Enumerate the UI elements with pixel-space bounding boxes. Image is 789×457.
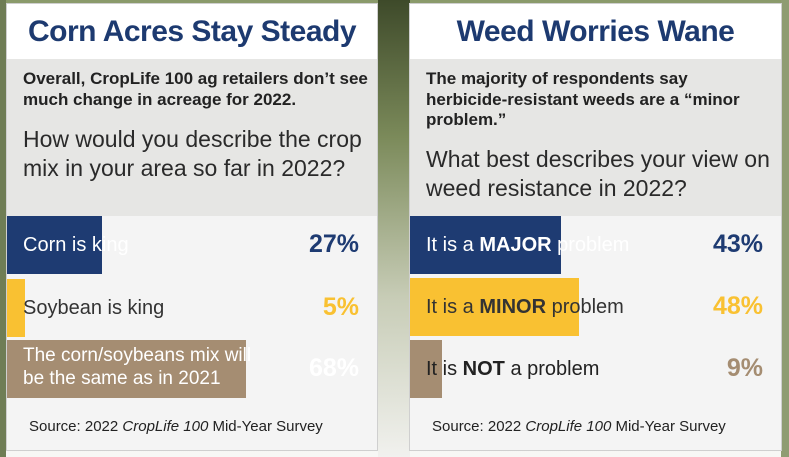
bar-label: It is a MINOR problem <box>426 296 624 318</box>
panel-title-bar: Weed Worries Wane <box>410 4 781 59</box>
bar-row-major: It is a MAJOR problem 43% <box>410 216 781 274</box>
bar-row-soybean: Soybean is king 5% <box>7 279 377 337</box>
bar-value-label: 9% <box>726 354 763 382</box>
bar-minor-problem <box>410 278 579 336</box>
bar-label: It is NOT a problem <box>426 358 600 380</box>
survey-question: How would you describe the crop mix in y… <box>23 126 362 182</box>
source-note: Source: 2022 CropLife 100 Mid-Year Surve… <box>29 418 323 435</box>
bar-value-label: 5% <box>322 293 359 321</box>
panel-title-bar: Corn Acres Stay Steady <box>7 4 377 59</box>
background-strip-left <box>0 0 6 457</box>
background-strip-right <box>781 0 789 457</box>
bar-same-mix <box>7 340 246 398</box>
intro-area: Overall, CropLife 100 ag retailers don’t… <box>7 59 377 216</box>
survey-question: What best describes your view on weed re… <box>426 146 770 202</box>
chart-title: Corn Acres Stay Steady <box>27 15 357 48</box>
bar-corn-is-king <box>7 216 102 274</box>
chart-subtitle: Overall, CropLife 100 ag retailers don’t… <box>23 69 368 109</box>
source-note: Source: 2022 CropLife 100 Mid-Year Surve… <box>432 418 726 435</box>
bar-row-same-mix: The corn/soybeans mix will be the same a… <box>7 340 377 398</box>
bar-soybean-is-king <box>7 279 25 337</box>
chart-subtitle: The majority of respondents say herbicid… <box>426 69 740 130</box>
bar-value-label: 43% <box>712 230 763 258</box>
bar-label: Soybean is king <box>23 297 165 319</box>
bar-label: The corn/soybeans mix will be the same a… <box>23 345 252 389</box>
background-strip-middle <box>378 0 410 457</box>
bar-label: Corn is king <box>23 234 129 256</box>
bar-row-minor: It is a MINOR problem 48% <box>410 278 781 336</box>
bar-value-label: 68% <box>308 354 359 382</box>
weed-worries-panel: Weed Worries Wane The majority of respon… <box>409 3 782 451</box>
bar-not-a-problem <box>410 340 442 398</box>
bar-value-label: 27% <box>308 230 359 258</box>
intro-area: The majority of respondents say herbicid… <box>410 59 781 216</box>
bar-row-not: It is NOT a problem 9% <box>410 340 781 398</box>
bar-row-corn: Corn is king 27% <box>7 216 377 274</box>
chart-title: Weed Worries Wane <box>456 15 735 48</box>
bar-major-problem <box>410 216 561 274</box>
bar-label: It is a MAJOR problem <box>426 234 630 256</box>
corn-acres-panel: Corn Acres Stay Steady Overall, CropLife… <box>6 3 378 451</box>
bar-value-label: 48% <box>712 292 763 320</box>
